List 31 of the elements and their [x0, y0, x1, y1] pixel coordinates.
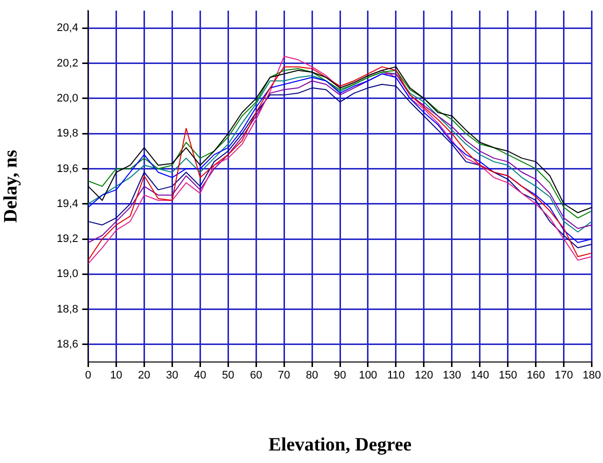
y-tick-label: 19,0	[56, 268, 78, 280]
y-tick-label: 19,8	[56, 128, 78, 140]
x-tick-label: 160	[526, 370, 546, 382]
x-tick-label: 40	[194, 370, 206, 382]
x-tick-label: 0	[85, 370, 92, 382]
x-tick-label: 10	[110, 370, 122, 382]
x-tick-label: 110	[387, 370, 405, 382]
x-tick-label: 80	[306, 370, 318, 382]
x-tick-label: 20	[138, 370, 150, 382]
y-tick-label: 19,2	[56, 233, 78, 246]
x-tick-label: 50	[222, 370, 234, 382]
x-axis-title: Elevation, Degree	[268, 434, 412, 456]
y-tick-label: 19,6	[56, 162, 78, 175]
x-tick-label: 30	[166, 370, 178, 382]
x-tick-label: 70	[278, 370, 290, 382]
y-tick-label: 20,2	[56, 57, 78, 70]
y-tick-label: 20,0	[56, 92, 78, 104]
x-tick-label: 180	[582, 370, 602, 382]
x-tick-label: 170	[554, 370, 574, 382]
x-tick-label: 120	[414, 370, 434, 382]
x-tick-label: 130	[442, 370, 462, 382]
y-tick-label: 18,8	[56, 303, 78, 316]
x-tick-label: 90	[334, 370, 346, 382]
x-tick-label: 150	[498, 370, 518, 382]
y-axis-title: Delay, ns	[0, 150, 22, 223]
y-tick-label: 20,4	[56, 22, 78, 34]
y-tick-label: 19,4	[56, 198, 78, 210]
x-tick-label: 60	[250, 370, 262, 382]
y-tick-label: 18,6	[56, 338, 78, 350]
x-tick-label: 140	[470, 370, 490, 382]
x-tick-label: 100	[358, 370, 378, 382]
